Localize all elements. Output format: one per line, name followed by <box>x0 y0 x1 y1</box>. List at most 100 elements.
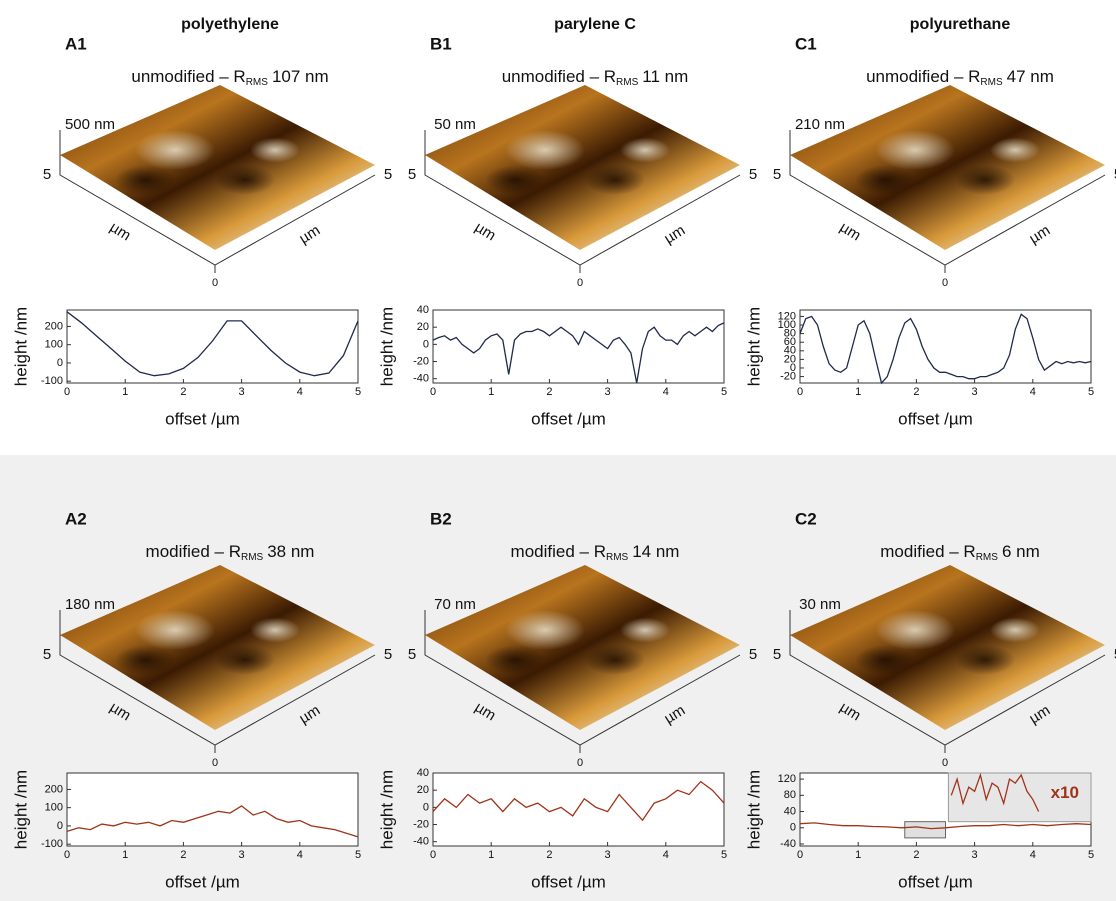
panel-label: B2 <box>430 509 452 528</box>
title-value: 38 nm <box>267 542 314 561</box>
title-text: unmodified – R <box>502 67 616 86</box>
x-tick-label: 4 <box>1030 386 1036 398</box>
x-tick-label: 2 <box>913 386 919 398</box>
y-tick-label: -40 <box>780 838 796 850</box>
surface-texture <box>505 610 585 650</box>
panel-label: C1 <box>795 34 817 53</box>
x-axis-unit: µm <box>837 219 864 245</box>
x-tick-label: 1 <box>855 386 861 398</box>
y-tick-label: 80 <box>784 328 796 340</box>
y-tick-label: 20 <box>417 784 429 796</box>
x-axis-title: offset /µm <box>531 872 606 891</box>
surface-texture <box>585 165 645 195</box>
y-tick-label: 100 <box>45 802 63 814</box>
y-tick-label: 0 <box>57 357 63 369</box>
x-tick-label: 3 <box>972 386 978 398</box>
title-text: modified – R <box>146 542 241 561</box>
title-subscript: RMS <box>976 552 999 563</box>
inset-line <box>950 772 1040 812</box>
surface-texture <box>505 130 585 170</box>
y-axis-title: height /nm <box>744 307 763 386</box>
x-axis-title: offset /µm <box>165 409 240 428</box>
panel-title: unmodified – RRMS 11 nm <box>502 67 689 87</box>
x-tick-label: 1 <box>488 849 494 861</box>
x-tick-label: 1 <box>488 386 494 398</box>
x-tick-label: 2 <box>546 386 552 398</box>
surface-texture <box>875 130 955 170</box>
x-tick-label: 2 <box>913 849 919 861</box>
surface-texture <box>485 165 545 195</box>
x-tick-label: 4 <box>663 849 669 861</box>
y-tick-label: -100 <box>41 838 63 850</box>
y-tick-label: 0 <box>790 822 796 834</box>
x-tick-label: 5 <box>355 386 361 398</box>
y-tick-label: 0 <box>57 820 63 832</box>
y-tick-label: 200 <box>45 783 63 795</box>
y-tick-label: 80 <box>784 789 796 801</box>
x-axis-max: 5 <box>773 166 781 183</box>
inset-box <box>947 772 1092 823</box>
origin-label: 0 <box>942 277 948 289</box>
title-text: modified – R <box>880 542 975 561</box>
x-tick-label: 5 <box>1088 849 1094 861</box>
surface-texture <box>215 645 275 675</box>
plot-frame <box>66 772 359 847</box>
title-value: 6 nm <box>1002 542 1040 561</box>
title-value: 47 nm <box>1007 67 1054 86</box>
x-axis-unit: µm <box>472 219 499 245</box>
surface-texture <box>620 617 670 643</box>
surface-texture <box>115 645 175 675</box>
x-tick-label: 3 <box>239 386 245 398</box>
plot-frame <box>432 309 725 384</box>
afm-surface <box>790 85 1105 250</box>
y-tick-label: 0 <box>423 338 429 350</box>
surface-texture <box>990 137 1040 163</box>
y-axis-max: 5 <box>1114 646 1116 663</box>
x-axis-unit: µm <box>107 219 134 245</box>
x-tick-label: 0 <box>797 386 803 398</box>
x-tick-label: 0 <box>430 386 436 398</box>
axis-frame <box>789 130 1106 266</box>
x-axis-title: offset /µm <box>165 872 240 891</box>
profile-line <box>432 322 725 384</box>
origin-label: 0 <box>577 277 583 289</box>
y-tick-label: 100 <box>778 319 796 331</box>
y-axis-title: height /nm <box>11 770 30 849</box>
x-axis-max: 5 <box>408 646 416 663</box>
surface-texture <box>875 610 955 650</box>
y-tick-label: 40 <box>784 805 796 817</box>
y-tick-label: -40 <box>413 836 429 848</box>
y-tick-label: -20 <box>780 370 796 382</box>
x-tick-label: 0 <box>430 849 436 861</box>
surface-texture <box>585 645 645 675</box>
z-range-label: 180 nm <box>65 596 115 613</box>
x-tick-label: 3 <box>605 849 611 861</box>
panel-title: unmodified – RRMS 47 nm <box>866 67 1054 87</box>
title-value: 11 nm <box>642 67 688 86</box>
z-range-label: 210 nm <box>795 116 845 133</box>
y-axis-max: 5 <box>384 646 392 663</box>
z-range-label: 30 nm <box>799 596 841 613</box>
x-tick-label: 4 <box>297 849 303 861</box>
panel-title: unmodified – RRMS 107 nm <box>131 67 328 87</box>
z-range-label: 500 nm <box>65 116 115 133</box>
y-axis-unit: µm <box>296 222 323 248</box>
y-tick-label: -100 <box>41 375 63 387</box>
surface-texture <box>250 617 300 643</box>
axis-frame <box>59 130 376 266</box>
zoom-region <box>904 821 947 839</box>
surface-texture <box>955 165 1015 195</box>
surface-texture <box>620 137 670 163</box>
profile-line <box>799 822 1092 830</box>
plot-frame <box>799 309 1092 384</box>
y-axis-title: height /nm <box>377 307 396 386</box>
x-axis-title: offset /µm <box>898 409 973 428</box>
origin-label: 0 <box>212 757 218 769</box>
axis-frame <box>59 610 376 746</box>
panel-title: modified – RRMS 38 nm <box>146 542 315 562</box>
axis-frame <box>789 610 1106 746</box>
surface-texture <box>855 645 915 675</box>
y-tick-label: 100 <box>45 339 63 351</box>
plot-frame <box>66 309 359 384</box>
x-tick-label: 5 <box>1088 386 1094 398</box>
